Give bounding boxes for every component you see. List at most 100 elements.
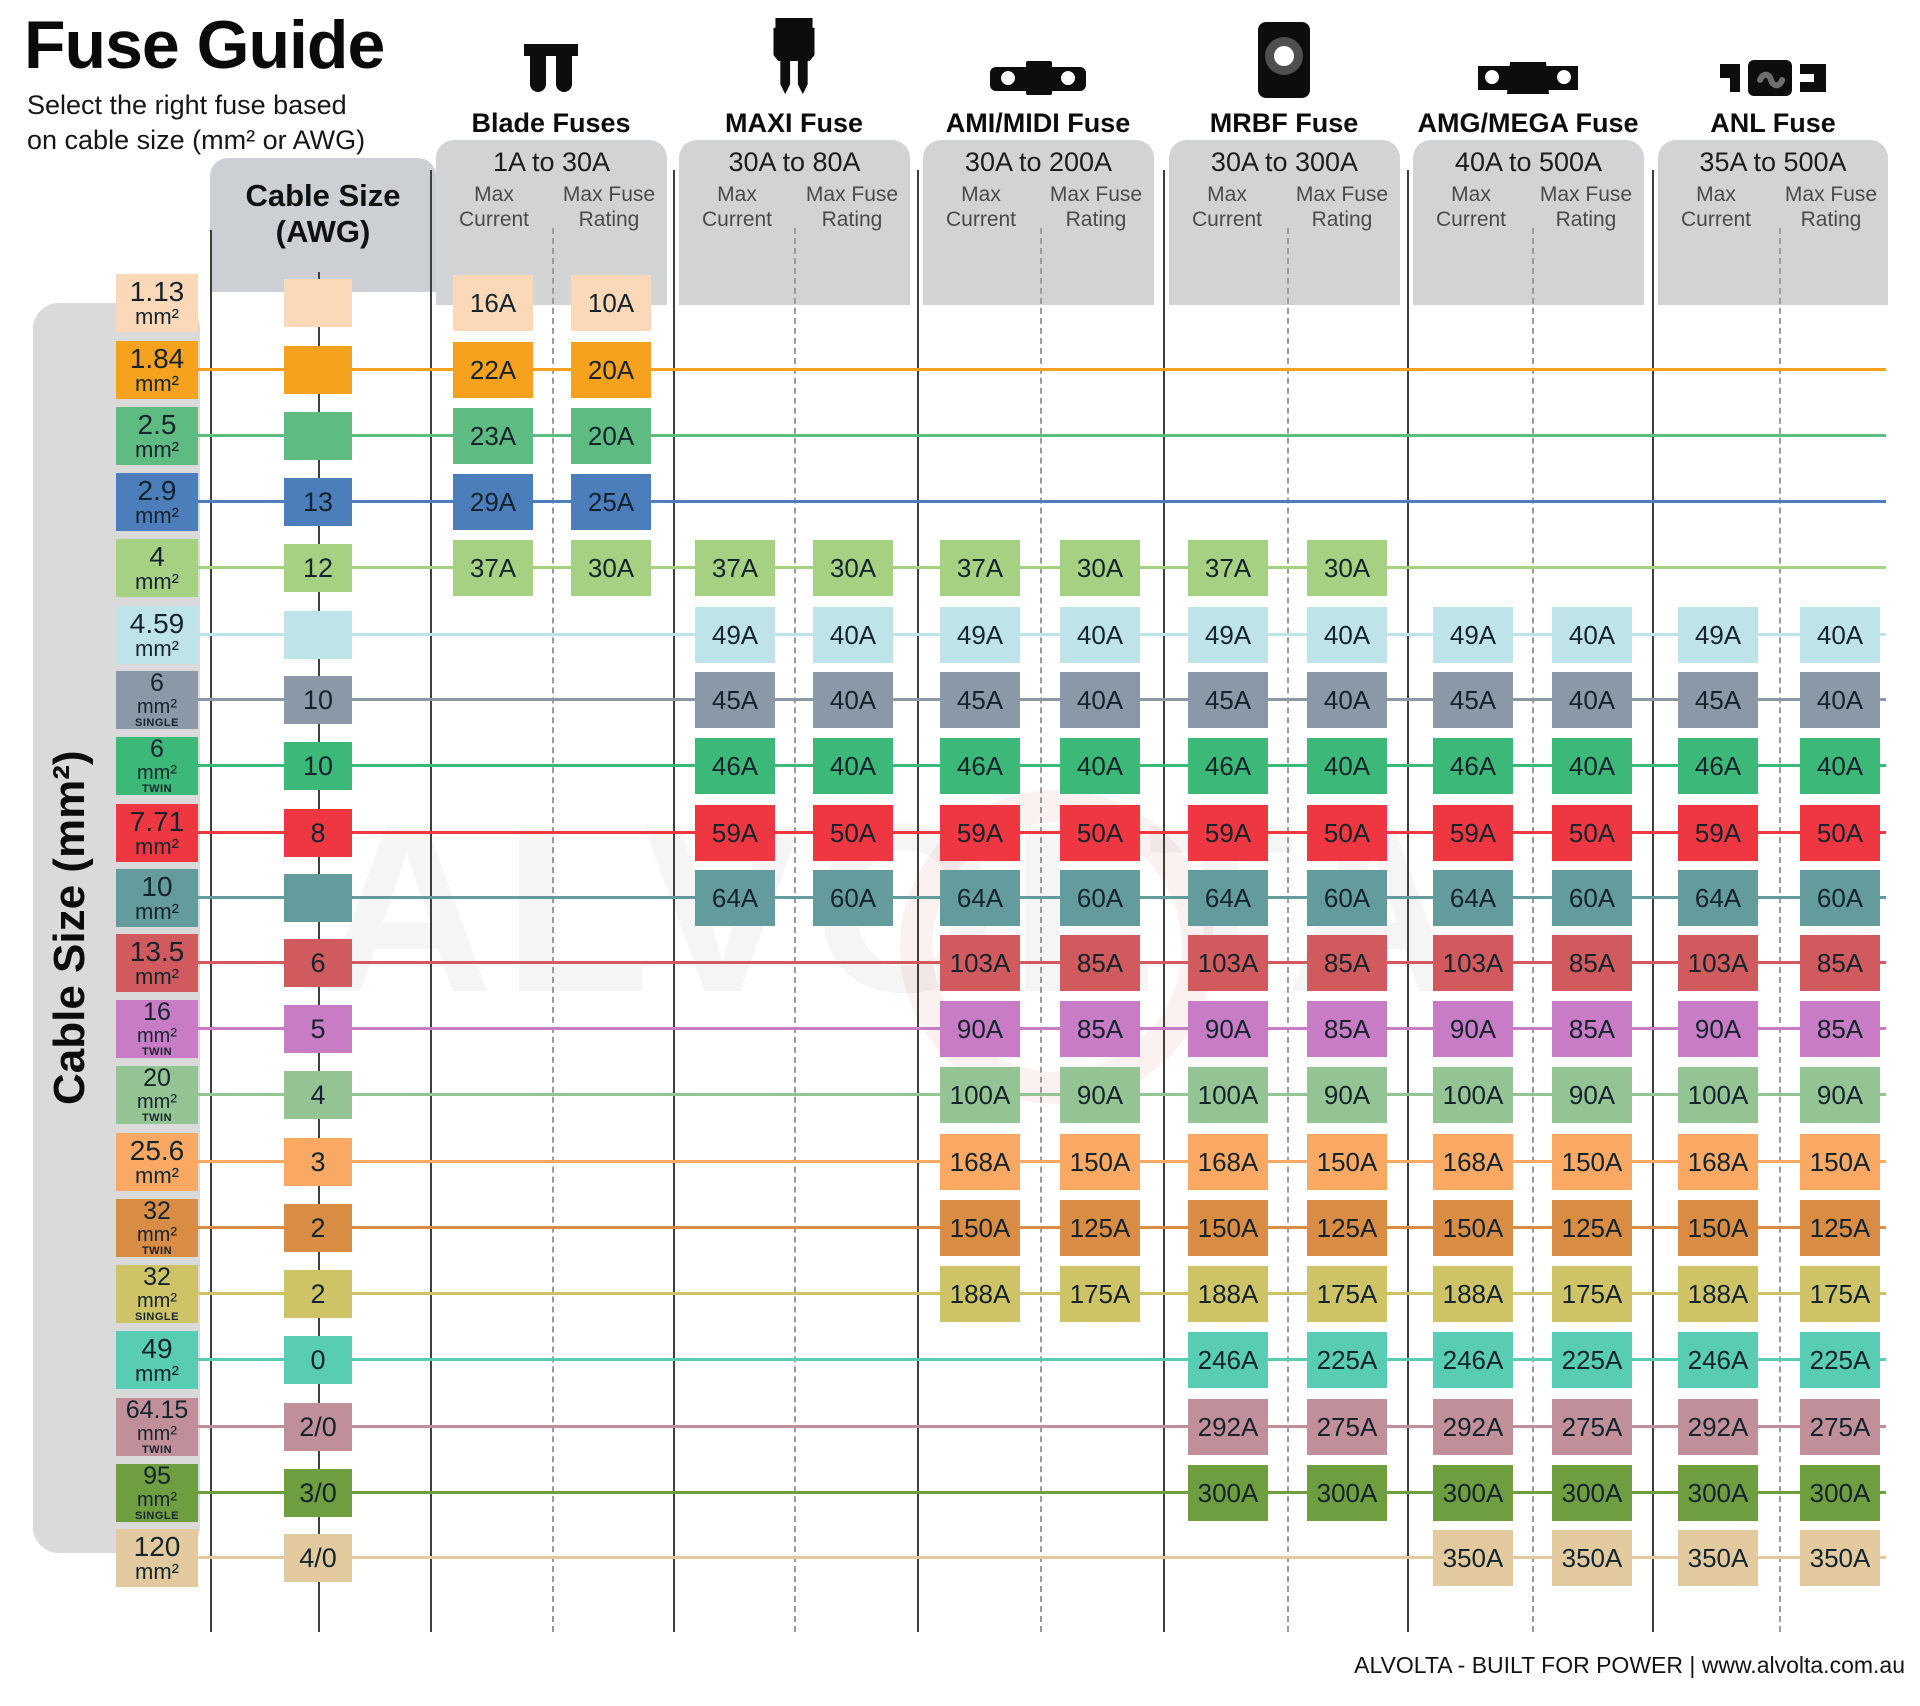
max-fuse-rating-value: 225A [1552,1332,1632,1388]
cable-size-chip: 6 mm² TWIN [116,737,198,795]
cable-row-line [198,434,1886,437]
max-current-value: 59A [695,805,775,861]
max-fuse-rating-value: 40A [1307,672,1387,728]
max-fuse-rating-value: 25A [571,474,651,530]
max-current-value: 46A [1678,738,1758,794]
max-fuse-rating-value: 50A [1552,805,1632,861]
max-fuse-rating-value: 40A [1552,672,1632,728]
cable-row-line [198,896,1886,899]
max-fuse-rating-value: 40A [1552,738,1632,794]
max-current-value: 100A [940,1067,1020,1123]
cable-size-value: 4.59 [129,607,185,639]
max-current-value: 246A [1188,1332,1268,1388]
max-current-value: 350A [1678,1530,1758,1586]
group-separator-line [1407,170,1409,1632]
cable-size-unit: mm² [137,1422,177,1445]
awg-size-chip: 2 [284,1270,352,1318]
max-fuse-rating-value: 225A [1307,1332,1387,1388]
cable-size-value: 16 [143,998,171,1027]
ami-midi-fuse-icon [918,14,1158,100]
max-current-value: 90A [940,1001,1020,1057]
fuse-type-header-maxi: MAXI Fuse [674,14,914,139]
max-current-value: 49A [695,607,775,663]
awg-size-chip [284,279,352,327]
max-current-value: 100A [1433,1067,1513,1123]
max-current-value: 45A [940,672,1020,728]
max-fuse-rating-value: 30A [813,540,893,596]
max-current-value: 103A [1433,935,1513,991]
fuse-type-name: MAXI Fuse [724,108,864,138]
max-current-value: 103A [940,935,1020,991]
awg-size-chip: 5 [284,1005,352,1053]
max-current-value: 188A [940,1266,1020,1322]
cable-size-unit: mm² [135,636,179,662]
max-fuse-rating-value: 125A [1307,1200,1387,1256]
range-band-mrbf: 30A to 300A Max Current Max Fuse Rating [1169,140,1400,305]
awg-size-chip [284,346,352,394]
fuse-type-name: ANL Fuse [1710,108,1836,138]
max-fuse-rating-value: 350A [1552,1530,1632,1586]
awg-size-chip: 10 [284,676,352,724]
cable-size-note: TWIN [141,1111,173,1124]
max-fuse-rating-header: Max Fuse Rating [1295,183,1389,232]
cable-row-line [198,1093,1886,1096]
max-current-value: 64A [1433,870,1513,926]
max-current-value: 100A [1678,1067,1758,1123]
max-fuse-rating-value: 90A [1060,1067,1140,1123]
cable-row-line [198,368,1886,371]
mrbf-fuse-icon [1164,14,1404,100]
cable-size-note: TWIN [141,1244,173,1257]
max-fuse-rating-value: 40A [1800,607,1880,663]
cable-size-value: 64.15 [125,1396,189,1425]
cable-size-value: 20 [143,1064,171,1093]
max-fuse-rating-value: 85A [1552,1001,1632,1057]
max-current-value: 46A [940,738,1020,794]
cable-size-chip: 25.6 mm² [116,1133,198,1191]
cable-row-line [198,961,1886,964]
max-fuse-rating-value: 40A [1800,672,1880,728]
awg-size-chip: 4/0 [284,1534,352,1582]
max-current-value: 45A [1678,672,1758,728]
max-current-value: 59A [1433,805,1513,861]
cable-size-chip: 2.5 mm² [116,407,198,465]
range-band-anl: 35A to 500A Max Current Max Fuse Rating [1658,140,1888,305]
max-fuse-rating-value: 225A [1800,1332,1880,1388]
max-fuse-rating-value: 90A [1800,1067,1880,1123]
max-current-value: 150A [1678,1200,1758,1256]
max-fuse-rating-value: 85A [1800,935,1880,991]
cable-size-chip: 4 mm² [116,539,198,597]
blade-fuse-icon [431,14,671,100]
cable-row-line [198,1226,1886,1229]
cable-size-unit: mm² [135,1163,179,1189]
max-fuse-rating-value: 20A [571,342,651,398]
max-fuse-rating-value: 40A [813,607,893,663]
cable-size-chip: 20 mm² TWIN [116,1066,198,1124]
max-current-value: 350A [1433,1530,1513,1586]
max-current-value: 64A [1188,870,1268,926]
max-fuse-rating-value: 40A [813,672,893,728]
max-fuse-rating-value: 85A [1552,935,1632,991]
cable-size-unit: mm² [135,1361,179,1387]
max-current-value: 188A [1188,1266,1268,1322]
max-current-value: 45A [695,672,775,728]
max-current-value: 45A [1188,672,1268,728]
max-current-value: 45A [1433,672,1513,728]
cable-size-unit: mm² [135,304,179,330]
max-current-value: 49A [1433,607,1513,663]
max-fuse-rating-value: 20A [571,408,651,464]
cable-size-chip: 1.13 mm² [116,274,198,332]
awg-size-chip: 2 [284,1204,352,1252]
cable-size-unit: mm² [135,964,179,990]
max-current-value: 292A [1678,1399,1758,1455]
max-current-value: 37A [453,540,533,596]
max-current-header: Max Current [458,183,530,232]
awg-size-chip: 3/0 [284,1469,352,1517]
max-fuse-rating-header: Max Fuse Rating [1049,183,1143,232]
cable-size-chip: 120 mm² [116,1529,198,1587]
cable-row-line [198,1292,1886,1295]
cable-size-chip: 32 mm² TWIN [116,1199,198,1257]
awg-size-chip [284,874,352,922]
awg-size-chip [284,611,352,659]
group-separator-line [1652,170,1654,1632]
